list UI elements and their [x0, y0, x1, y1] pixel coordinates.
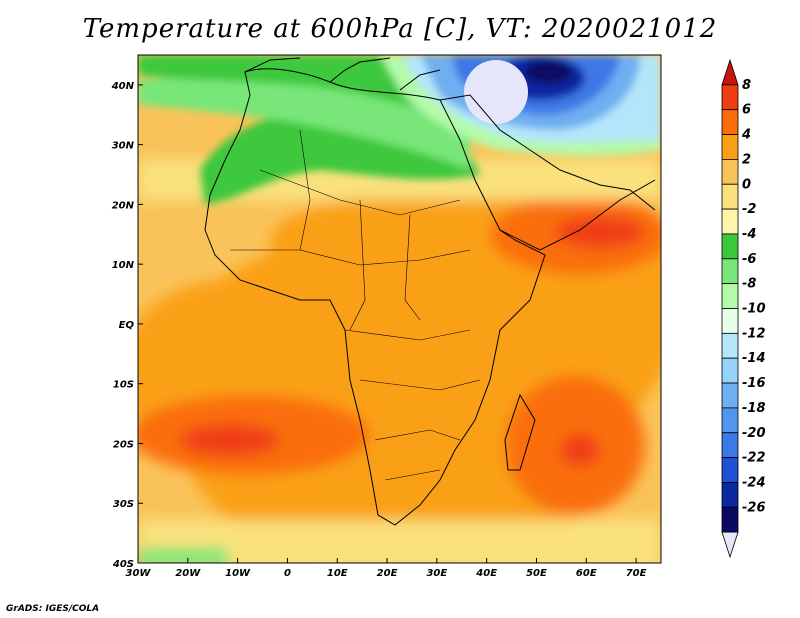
- colorbar-swatch: [721, 258, 739, 285]
- lat-tick-label: 30S: [113, 499, 134, 510]
- lon-tick-label: 30W: [126, 568, 152, 579]
- colorbar-swatch: [721, 308, 739, 334]
- colorbar-label: 8: [742, 78, 751, 93]
- lon-tick-label: 0: [284, 568, 291, 579]
- coastline-outlines: [204, 57, 656, 526]
- colorbar-swatch: [721, 531, 739, 559]
- lon-tick-label: 10E: [327, 568, 348, 579]
- lat-tick-label: 40N: [111, 81, 135, 92]
- lat-tick-label: 40S: [112, 559, 134, 570]
- colorbar-label: -26: [742, 500, 766, 515]
- colorbar-label: -14: [742, 351, 766, 366]
- colorbar-label: -8: [742, 277, 756, 292]
- colorbar-swatch: [721, 158, 739, 185]
- lat-tick-label: 20S: [113, 439, 134, 450]
- lon-tick-label: 70E: [626, 568, 647, 579]
- lat-tick-label: EQ: [119, 320, 135, 331]
- lat-tick-label: 30N: [112, 141, 135, 152]
- colorbar-label: -12: [742, 326, 766, 341]
- map-title: Temperature at 600hPa [C], VT: 202002101…: [82, 14, 718, 44]
- colorbar-swatch: [721, 84, 739, 111]
- colorbar-swatch: [721, 109, 739, 135]
- colorbar-swatch: [721, 233, 739, 260]
- colorbar-swatch: [721, 506, 739, 533]
- colorbar-label: -18: [742, 401, 766, 416]
- colorbar-label: 4: [741, 128, 751, 143]
- colorbar-swatch: [721, 332, 739, 359]
- lon-tick-label: 40E: [475, 568, 497, 579]
- lon-tick-label: 60E: [576, 568, 597, 579]
- colorbar-label: -4: [742, 227, 756, 242]
- map-frame: [137, 54, 662, 564]
- lon-tick-label: 30E: [426, 568, 447, 579]
- colorbar-label: -22: [742, 451, 766, 466]
- colorbar-label: -16: [742, 376, 766, 391]
- longitude-axis: 30W 20W 10W 0 10E 20E 30E 40E 50E 60E 70E: [126, 558, 647, 579]
- grads-credit: GrADS: IGES/COLA: [6, 604, 100, 614]
- lat-tick-label: 10N: [112, 260, 135, 271]
- colorbar-swatch: [721, 357, 739, 384]
- lon-tick-label: 10W: [225, 568, 251, 579]
- colorbar-label: 2: [742, 152, 751, 167]
- lon-tick-label: 20E: [377, 568, 398, 579]
- colorbar-label: -6: [742, 252, 756, 267]
- colorbar-swatch: [721, 457, 739, 483]
- colorbar-swatch: [721, 208, 739, 235]
- colorbar-swatch: [721, 407, 739, 434]
- colorbar-swatch: [721, 183, 739, 210]
- colorbar-swatch: [721, 58, 739, 86]
- colorbar-label: 6: [742, 103, 751, 118]
- colorbar-swatch: [721, 482, 739, 508]
- lat-tick-label: 10S: [113, 380, 134, 391]
- lon-tick-label: 50E: [526, 568, 547, 579]
- colorbar: 8 6 4 2 0 -2 -4 -6 -8 -10 -12 -14 -16 -18 -20 -22 -24 -26: [721, 58, 766, 559]
- temperature-field: [138, 55, 661, 563]
- colorbar-swatch: [721, 432, 739, 459]
- colorbar-swatch: [721, 134, 739, 160]
- lat-tick-label: 20N: [112, 200, 135, 211]
- lon-tick-label: 20W: [175, 568, 201, 579]
- country-borders: [230, 129, 481, 481]
- colorbar-label: -2: [742, 202, 756, 217]
- colorbar-swatch: [721, 382, 739, 409]
- colorbar-label: -20: [742, 426, 766, 441]
- colorbar-swatch: [721, 283, 739, 309]
- colorbar-label: -10: [742, 302, 766, 317]
- colorbar-label: -24: [742, 475, 766, 490]
- latitude-axis: 40N 30N 20N 10N EQ 10S 20S 30S 40S: [111, 81, 143, 570]
- colorbar-label: 0: [742, 177, 751, 192]
